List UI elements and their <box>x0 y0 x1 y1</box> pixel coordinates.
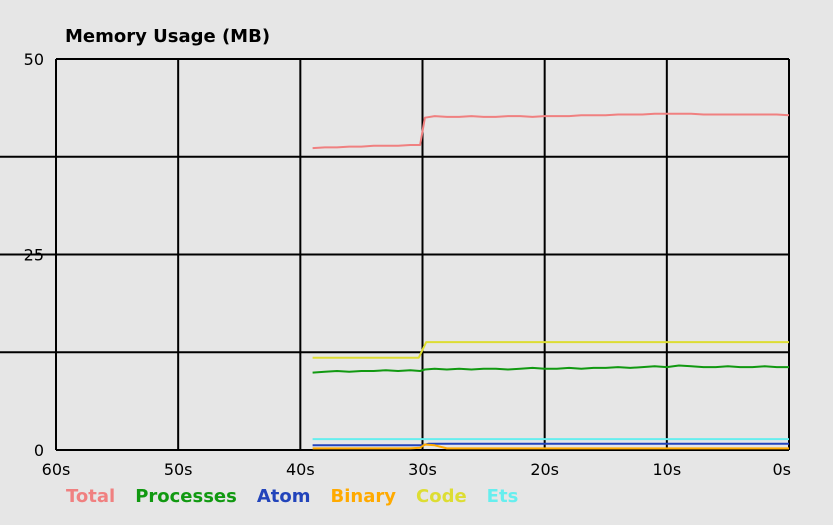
y-tick-label: 50 <box>24 50 44 69</box>
x-axis-ticks: 60s 50s 40s 30s 20s 10s 0s <box>42 460 791 479</box>
legend-item-atom: Atom <box>257 486 311 507</box>
legend-item-total: Total <box>66 486 115 507</box>
legend-item-binary: Binary <box>331 486 397 507</box>
legend-item-processes: Processes <box>135 486 237 507</box>
y-tick-label: 25 <box>24 246 44 265</box>
x-tick-label: 0s <box>772 460 791 479</box>
chart-legend: Total Processes Atom Binary Code Ets <box>66 486 518 507</box>
series-line-processes <box>312 364 789 374</box>
legend-item-code: Code <box>416 486 467 507</box>
series-line-total <box>312 112 790 150</box>
chart-grid <box>0 58 790 451</box>
y-tick-label: 0 <box>34 441 44 460</box>
y-axis-ticks: 50 25 0 <box>24 50 44 460</box>
series-line-atom <box>312 442 789 447</box>
x-tick-label: 40s <box>286 460 315 479</box>
legend-item-ets: Ets <box>487 486 519 507</box>
chart-title: Memory Usage (MB) <box>65 26 270 47</box>
series-line-code <box>312 341 789 359</box>
x-tick-label: 30s <box>408 460 437 479</box>
chart-series <box>312 112 790 450</box>
x-tick-label: 60s <box>42 460 71 479</box>
x-tick-label: 10s <box>652 460 681 479</box>
x-tick-label: 50s <box>164 460 193 479</box>
x-tick-label: 20s <box>530 460 559 479</box>
series-line-binary <box>312 443 789 450</box>
